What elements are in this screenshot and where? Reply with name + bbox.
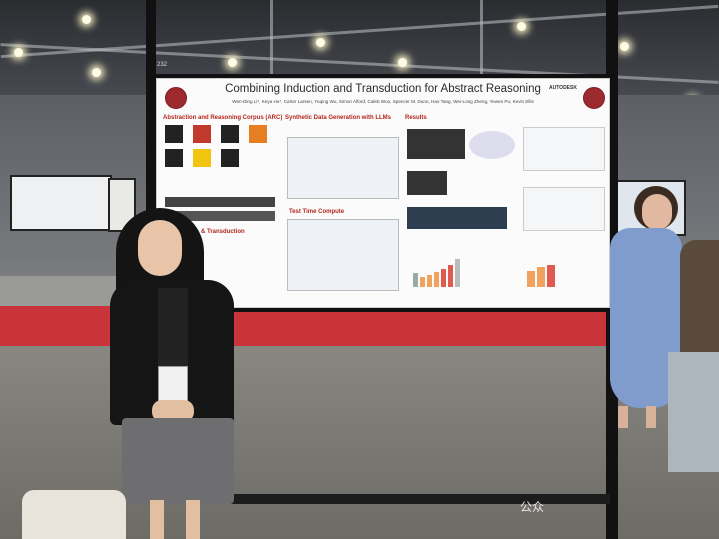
result-grid [407,171,447,195]
booth-number: 232 [157,62,168,68]
result-grid [407,129,465,159]
arc-grid [165,149,183,167]
bar [527,271,535,287]
research-poster: AUTODESK Combining Induction and Transdu… [156,78,610,308]
section-heading: Test Time Compute [289,209,345,215]
presenter-skirt [122,418,234,504]
ceiling-light [82,15,91,24]
sponsor-logo: AUTODESK [549,85,577,91]
bar [413,273,418,287]
poster-authors: Wen-Ding Li*, Keya Hu*, Carter Larsen, Y… [232,99,534,104]
ceiling-light [316,38,325,47]
name-badge [158,366,188,404]
bar [434,272,439,287]
bar [547,265,555,287]
arc-grid [193,125,211,143]
venn-diagram [469,131,515,159]
arc-grid [221,149,239,167]
board-base [160,494,610,504]
bar [441,269,446,287]
pipeline-diagram [287,137,399,199]
bar-chart [527,261,555,287]
section-heading: Synthetic Data Generation with LLMs [285,115,392,121]
arc-grid [165,125,183,143]
board-left-post [146,0,156,310]
bar [455,259,460,287]
bar [427,275,432,287]
ceiling-light [14,48,23,57]
arc-grid [193,149,211,167]
result-grid [407,207,507,229]
bar-chart [413,257,460,287]
bar [420,277,425,287]
presenter-hands [152,400,194,422]
university-seal-icon [165,87,187,109]
ceiling-light [92,68,101,77]
section-heading: Abstraction and Reasoning Corpus (ARC) [163,115,283,121]
university-seal-icon [583,87,605,109]
attendee-leg [646,406,656,428]
ceiling-beam [270,0,273,100]
pipeline-diagram [287,219,399,291]
bar [537,267,545,287]
presenter-leg [186,500,200,539]
presenter-face [138,220,182,276]
scaling-plot [523,187,605,231]
section-heading: Results [405,115,427,121]
arc-grid [249,125,267,143]
attendee-trousers [668,352,719,472]
background-poster [10,175,112,231]
ceiling-light [398,58,407,67]
arc-grid-row [165,211,275,221]
watermark-text: 公众 [520,500,545,514]
bar [448,265,453,287]
tote-bag [22,490,126,539]
arc-grid [221,125,239,143]
presenter-top [158,288,188,378]
arc-grid-row [165,197,275,207]
board-bottom-rail [146,304,618,312]
attendee-shirt [680,240,719,360]
board-top-rail [146,74,618,80]
section-heading: & Transduction [201,229,245,235]
ceiling-light [517,22,526,31]
attendee-leg [618,406,628,428]
scaling-plot [523,127,605,171]
ceiling-light [228,58,237,67]
ceiling-beam [480,0,483,100]
poster-title: Combining Induction and Transduction for… [225,83,541,95]
presenter-leg [150,500,164,539]
attendee-face [642,194,672,230]
ceiling-light [620,42,629,51]
